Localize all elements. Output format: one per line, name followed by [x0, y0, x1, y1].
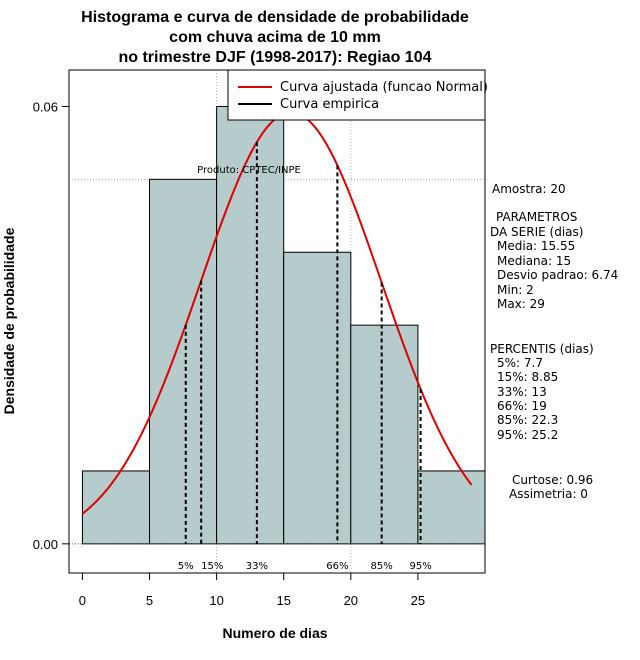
x-tick-label: 5 [146, 593, 153, 608]
y-tick-label: 0.00 [33, 537, 58, 552]
percentile-label: 95% [409, 561, 431, 572]
histogram-bar [350, 324, 419, 545]
product-annotation: Produto: CPTEC/INPE [197, 165, 301, 176]
legend-label-fit: Curva ajustada (funcao Normal) [280, 80, 488, 95]
percentile-label: 33% [246, 561, 268, 572]
y-tick-label: 0.06 [33, 99, 58, 114]
y-axis: 0.00 0.06 [33, 99, 70, 552]
chart-title-line-3: no trimestre DJF (1998-2017): Regiao 104 [118, 49, 431, 66]
legend-label-empirical: Curva empirica [280, 97, 379, 112]
param-mediana: Mediana: 15 [497, 254, 571, 268]
legend: Curva ajustada (funcao Normal) Curva emp… [227, 69, 488, 121]
percentile-lines: 5% 15% 33% 66% 85% 95% [178, 142, 432, 572]
x-axis-title: Numero de dias [222, 625, 327, 641]
histogram-bar [283, 251, 352, 545]
param-desvio: Desvio padrao: 6.74 [497, 268, 618, 282]
histogram-bar [417, 470, 486, 545]
chart-title-line-1: Histograma e curva de densidade de proba… [81, 9, 469, 26]
params-title-1: PARAMETROS [496, 210, 577, 224]
histogram-bar [81, 470, 151, 545]
x-tick-label: 10 [209, 593, 223, 608]
params-title-2: DA SERIE (dias) [490, 225, 583, 239]
param-min: Min: 2 [497, 283, 534, 297]
percentile-label: 66% [326, 561, 348, 572]
percentile-label: 5% [178, 561, 194, 572]
percentil-33: 33%: 13 [497, 385, 547, 399]
sample-size: Amostra: 20 [492, 182, 566, 196]
x-tick-label: 20 [344, 593, 358, 608]
y-axis-title: Densidade de probabilidade [1, 227, 17, 414]
curtose: Curtose: 0.96 [512, 473, 593, 487]
x-tick-label: 15 [276, 593, 290, 608]
percentil-5: 5%: 7.7 [497, 356, 543, 370]
chart-title-line-2: com chuva acima de 10 mm [169, 29, 381, 46]
percentil-15: 15%: 8.85 [497, 370, 558, 384]
histogram-bar [149, 178, 218, 545]
legend-box [227, 69, 486, 121]
percentile-label: 85% [371, 561, 393, 572]
x-axis: 0 5 10 15 20 25 [79, 572, 425, 608]
percentile-label: 15% [201, 561, 223, 572]
percentil-66: 66%: 19 [497, 399, 547, 413]
param-max: Max: 29 [497, 297, 545, 311]
percentil-95: 95%: 25.2 [497, 428, 558, 442]
param-media: Media: 15.55 [497, 239, 575, 253]
assimetria: Assimetria: 0 [509, 487, 588, 501]
x-tick-label: 25 [411, 593, 425, 608]
histogram-bar [216, 105, 285, 545]
percentis-title: PERCENTIS (dias) [490, 342, 594, 356]
stats-panel: Amostra: 20 PARAMETROS DA SERIE (dias) M… [490, 182, 618, 501]
percentil-85: 85%: 22.3 [497, 413, 558, 427]
x-tick-label: 0 [79, 593, 86, 608]
histogram-bars [69, 105, 486, 545]
